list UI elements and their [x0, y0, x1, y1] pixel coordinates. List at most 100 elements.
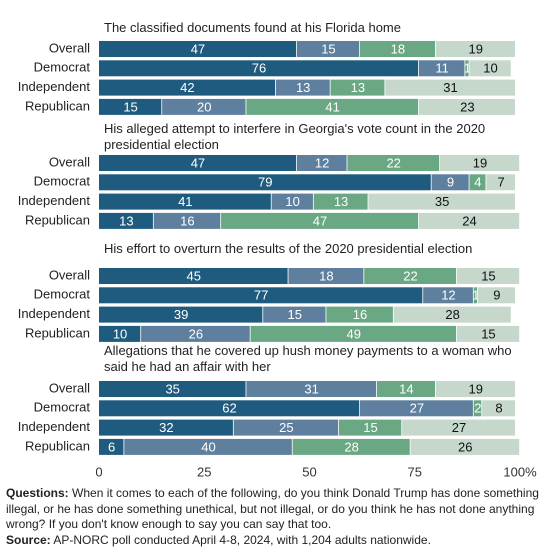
value-label: 6	[108, 439, 115, 454]
value-label: 14	[399, 381, 413, 396]
bar-segment	[423, 287, 473, 304]
value-label: 18	[319, 268, 333, 283]
bar-segment	[250, 325, 457, 342]
value-label: 76	[252, 61, 266, 76]
value-label: 11	[435, 61, 449, 76]
bar-segment	[440, 155, 520, 171]
bar-segment	[431, 174, 469, 191]
bar-segment	[360, 400, 473, 417]
value-label: 27	[452, 420, 466, 435]
bar-segment	[330, 79, 385, 96]
bar-segment	[465, 60, 469, 77]
x-tick-label: 75	[408, 464, 422, 479]
bar-segment	[393, 306, 511, 323]
value-label: 26	[458, 439, 472, 454]
value-label: 23	[460, 99, 474, 114]
bar-segment	[99, 212, 153, 229]
value-label: 12	[441, 288, 455, 303]
value-label: 13	[334, 194, 348, 209]
category-label: Republican	[25, 438, 90, 453]
bar-segment	[246, 98, 419, 115]
category-label: Republican	[25, 98, 90, 113]
value-label: 12	[315, 155, 329, 170]
questions: When it comes to each of the following, …	[6, 486, 539, 531]
bar-segment	[473, 400, 482, 417]
value-label: 15	[363, 420, 377, 435]
bar-segment	[162, 98, 246, 115]
bar-segment	[402, 419, 515, 436]
bar-segment	[99, 268, 288, 284]
x-tick-label: 50	[302, 464, 316, 479]
source-label: Source:	[6, 532, 51, 547]
value-label: 49	[346, 326, 360, 341]
source: AP-NORC poll conducted April 4-8, 2024, …	[53, 532, 431, 547]
category-label: Democrat	[34, 287, 91, 302]
value-label: 79	[258, 175, 272, 190]
bar-segment	[124, 438, 292, 455]
bar-segment	[456, 268, 520, 284]
category-label: Independent	[18, 419, 91, 434]
category-label: Republican	[25, 325, 90, 340]
value-label: 10	[285, 194, 299, 209]
value-label: 13	[351, 80, 365, 95]
value-label: 15	[288, 307, 302, 322]
value-label: 13	[296, 80, 310, 95]
value-label: 40	[201, 439, 215, 454]
value-label: 31	[443, 80, 457, 95]
category-label: Democrat	[34, 400, 91, 415]
panel-title: His effort to overturn the results of th…	[104, 241, 473, 256]
bar-segment	[141, 325, 250, 342]
value-label: 26	[189, 326, 203, 341]
bar-segment	[99, 41, 297, 57]
value-label: 47	[313, 213, 327, 228]
bar-segment	[410, 438, 520, 455]
bar-segment	[418, 98, 515, 115]
bar-segment	[482, 400, 515, 417]
bar-segment	[99, 155, 297, 171]
bar-segment	[456, 325, 520, 342]
panel-title: The classified documents found at his Fl…	[104, 20, 401, 35]
bar-segment	[221, 212, 419, 229]
value-label: 19	[469, 381, 483, 396]
value-label: 32	[159, 420, 173, 435]
category-label: Overall	[49, 267, 90, 282]
value-label: 35	[435, 194, 449, 209]
bar-segment	[296, 41, 360, 57]
value-label: 1	[464, 61, 471, 76]
bar-segment	[99, 400, 360, 417]
bar-segment	[435, 41, 515, 57]
value-label: 10	[113, 326, 127, 341]
value-label: 25	[279, 420, 293, 435]
x-tick-label: 25	[197, 464, 211, 479]
bar-segment	[99, 79, 276, 96]
category-label: Republican	[25, 212, 90, 227]
value-label: 22	[386, 155, 400, 170]
bar-segment	[338, 419, 402, 436]
footer: Questions: When it comes to each of the …	[6, 486, 544, 548]
value-label: 22	[403, 268, 417, 283]
bar-segment	[376, 381, 435, 397]
bar-segment	[99, 98, 162, 115]
x-tick-label: 100%	[503, 464, 537, 479]
bar-segment	[418, 60, 465, 77]
bar-segment	[418, 212, 520, 229]
x-tick-label: 0	[95, 464, 102, 479]
value-label: 9	[447, 175, 454, 190]
bar-segment	[246, 381, 377, 397]
value-label: 47	[191, 41, 205, 56]
value-label: 28	[445, 307, 459, 322]
value-label: 19	[469, 41, 483, 56]
value-label: 20	[197, 99, 211, 114]
value-label: 27	[410, 401, 424, 416]
value-label: 18	[391, 41, 405, 56]
bar-segment	[263, 306, 326, 323]
bar-segment	[313, 193, 368, 210]
bar-segment	[99, 325, 141, 342]
bar-segment	[469, 60, 511, 77]
value-label: 16	[353, 307, 367, 322]
category-label: Democrat	[34, 174, 91, 189]
value-label: 15	[123, 99, 137, 114]
value-label: 45	[186, 268, 200, 283]
